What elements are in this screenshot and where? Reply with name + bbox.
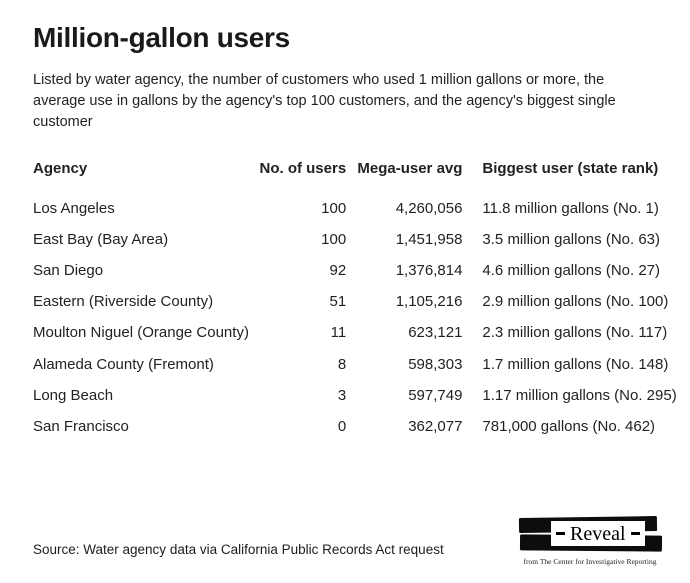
column-header-biggest: Biggest user (state rank): [482, 160, 659, 177]
column-header-users: No. of users: [259, 160, 347, 177]
cell-agency: San Francisco: [33, 417, 129, 435]
cell-avg: 362,077: [408, 417, 463, 435]
cell-biggest: 1.17 million gallons (No. 295): [482, 386, 677, 404]
table-row: Moulton Niguel (Orange County) 11 623,12…: [33, 317, 690, 348]
table-row: Long Beach 3 597,749 1.17 million gallon…: [33, 380, 690, 411]
cell-agency: Long Beach: [33, 386, 114, 404]
cell-avg: 597,749: [408, 386, 463, 404]
cell-biggest: 3.5 million gallons (No. 63): [482, 231, 661, 249]
logo-right-dash: [630, 532, 640, 535]
cell-users: 92: [329, 262, 347, 280]
cell-agency: East Bay (Bay Area): [33, 231, 169, 249]
cell-avg: 1,105,216: [395, 293, 463, 311]
cell-users: 3: [337, 386, 347, 404]
table-body: Los Angeles 100 4,260,056 11.8 million g…: [33, 193, 690, 442]
cell-users: 100: [321, 231, 347, 249]
cell-avg: 623,121: [408, 324, 463, 342]
cell-users: 11: [330, 324, 347, 342]
cell-biggest: 11.8 million gallons (No. 1): [482, 200, 659, 218]
column-header-avg: Mega-user avg: [357, 160, 463, 177]
logo-brand-text: Reveal: [570, 522, 626, 545]
cell-biggest: 1.7 million gallons (No. 148): [482, 355, 669, 373]
table-header: Agency No. of users Mega-user avg Bigges…: [33, 154, 690, 193]
cell-avg: 1,451,958: [395, 231, 463, 249]
cell-agency: Los Angeles: [33, 200, 115, 218]
cell-agency: Eastern (Riverside County): [33, 293, 214, 311]
table-row: San Diego 92 1,376,814 4.6 million gallo…: [33, 255, 690, 286]
data-table: Agency No. of users Mega-user avg Bigges…: [33, 154, 690, 442]
source-note: Source: Water agency data via California…: [33, 542, 444, 557]
cell-agency: Alameda County (Fremont): [33, 355, 214, 373]
cell-users: 8: [337, 355, 347, 373]
reveal-logo: Reveal from The Center for Investigative…: [518, 514, 663, 568]
table-row: Eastern (Riverside County) 51 1,105,216 …: [33, 286, 690, 317]
cell-users: 51: [329, 293, 347, 311]
cell-agency: San Diego: [33, 262, 104, 280]
cell-biggest: 4.6 million gallons (No. 27): [482, 262, 661, 280]
cell-users: 0: [337, 417, 347, 435]
table-row: Los Angeles 100 4,260,056 11.8 million g…: [33, 193, 690, 224]
cell-avg: 598,303: [408, 355, 463, 373]
logo-left-dash: [556, 532, 565, 535]
cell-biggest: 2.9 million gallons (No. 100): [482, 293, 669, 311]
table-row: San Francisco 0 362,077 781,000 gallons …: [33, 411, 690, 442]
cell-biggest: 781,000 gallons (No. 462): [482, 417, 656, 435]
page-title: Million-gallon users: [33, 22, 290, 53]
cell-biggest: 2.3 million gallons (No. 117): [482, 324, 668, 342]
logo-tagline: from The Center for Investigative Report…: [523, 557, 657, 566]
table-row: Alameda County (Fremont) 8 598,303 1.7 m…: [33, 348, 690, 379]
table-header-row: Agency No. of users Mega-user avg Bigges…: [33, 154, 690, 193]
logo-label: Reveal: [551, 521, 645, 546]
subtitle: Listed by water agency, the number of cu…: [33, 72, 616, 130]
cell-users: 100: [321, 200, 347, 218]
cell-avg: 4,260,056: [395, 200, 463, 218]
cell-avg: 1,376,814: [395, 262, 463, 280]
cell-agency: Moulton Niguel (Orange County): [33, 324, 249, 342]
table-row: East Bay (Bay Area) 100 1,451,958 3.5 mi…: [33, 224, 690, 255]
column-header-agency: Agency: [33, 160, 88, 177]
